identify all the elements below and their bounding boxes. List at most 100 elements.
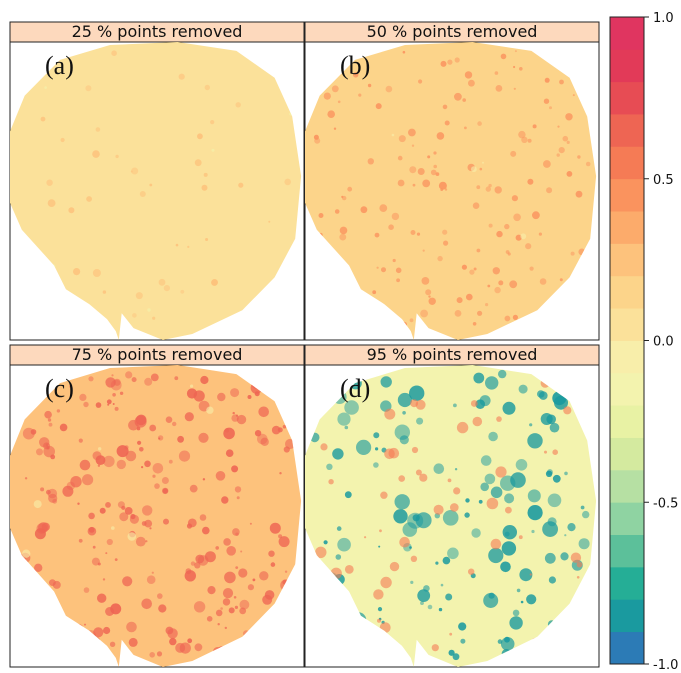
heatmap-spot — [47, 199, 56, 208]
heatmap-spot — [500, 53, 507, 60]
heatmap-spot-secondary — [315, 546, 327, 558]
heatmap-spot — [318, 213, 324, 218]
heatmap-spot — [78, 538, 83, 543]
heatmap-spot-secondary — [190, 384, 194, 388]
heatmap-spot — [513, 213, 521, 222]
panel-title: 25 % points removed — [72, 22, 243, 41]
heatmap-spot — [548, 576, 557, 584]
heatmap-spot — [420, 601, 424, 605]
heatmap-spot — [48, 422, 53, 427]
heatmap-spot — [570, 251, 575, 256]
heatmap-spot — [560, 552, 569, 561]
heatmap-spot — [235, 532, 239, 536]
heatmap-spot — [225, 449, 234, 458]
heatmap-spot — [377, 607, 383, 612]
heatmap-spot — [498, 280, 504, 286]
heatmap-spot — [331, 85, 339, 93]
heatmap-spot — [313, 134, 319, 140]
heatmap-spot-secondary — [470, 400, 478, 407]
heatmap-spot — [509, 616, 523, 630]
heatmap-spot — [360, 206, 368, 214]
heatmap-spot — [268, 550, 275, 557]
heatmap-spot — [494, 286, 501, 294]
heatmap-spot — [240, 550, 243, 553]
heatmap-spot — [585, 161, 591, 167]
panel-title: 75 % points removed — [72, 345, 243, 364]
heatmap-spot — [156, 651, 163, 657]
heatmap-spot — [83, 401, 89, 408]
heatmap-spot — [221, 496, 229, 504]
heatmap-spot — [462, 98, 467, 102]
heatmap-spot — [452, 653, 460, 661]
heatmap-spot — [175, 243, 179, 247]
heatmap-spot — [440, 188, 444, 192]
heatmap-spot — [488, 223, 493, 228]
heatmap-spot — [420, 309, 428, 318]
heatmap-spot — [149, 527, 152, 530]
heatmap-spot — [52, 498, 58, 504]
heatmap-spot-secondary — [344, 565, 354, 574]
heatmap-spot — [116, 459, 127, 470]
heatmap-spot — [151, 571, 154, 574]
heatmap-spot-secondary — [471, 166, 477, 173]
heatmap-spot — [373, 462, 379, 468]
heatmap-spot-secondary — [22, 549, 31, 558]
heatmap-spot — [402, 50, 406, 54]
heatmap-spot — [479, 395, 491, 407]
heatmap-spot — [433, 463, 445, 475]
heatmap-spot — [134, 415, 147, 428]
colorbar-segment — [610, 469, 644, 503]
heatmap-spot — [549, 422, 560, 433]
heatmap-spot — [478, 499, 483, 504]
heatmap-spot — [344, 400, 359, 415]
heatmap-spot — [149, 183, 153, 187]
heatmap-spot — [158, 437, 161, 440]
heatmap-spot — [484, 473, 496, 485]
heatmap-spot-secondary — [419, 473, 428, 482]
heatmap-spot — [97, 562, 101, 566]
heatmap-spot — [544, 77, 550, 83]
heatmap-spot — [110, 379, 122, 391]
heatmap-spot — [375, 447, 379, 451]
heatmap-spot — [398, 135, 406, 143]
heatmap-spot-secondary — [44, 86, 47, 89]
heatmap-spot — [109, 641, 116, 647]
heatmap-spot — [565, 113, 573, 121]
heatmap-spot — [339, 226, 348, 235]
heatmap-spot-secondary — [410, 555, 418, 562]
colorbar-segment — [610, 437, 644, 471]
heatmap-spot — [333, 127, 337, 130]
heatmap-spot-secondary — [482, 161, 484, 164]
heatmap-spot — [44, 410, 52, 419]
heatmap-spot — [504, 223, 510, 230]
heatmap-spot — [142, 505, 153, 516]
heatmap-spot — [326, 463, 333, 470]
heatmap-spot — [223, 538, 231, 546]
heatmap-spot — [460, 638, 466, 644]
heatmap-spot — [453, 403, 457, 408]
heatmap-spot — [477, 310, 483, 316]
heatmap-spot — [502, 401, 516, 415]
heatmap-spot — [504, 315, 511, 322]
heatmap-spot — [165, 626, 174, 635]
heatmap-spot — [472, 322, 477, 326]
heatmap-spot — [572, 94, 575, 97]
heatmap-spot — [471, 528, 481, 538]
heatmap-spot — [88, 527, 95, 533]
heatmap-spot-secondary — [486, 497, 499, 510]
colorbar-segment — [610, 178, 644, 212]
heatmap-spot — [157, 593, 163, 599]
heatmap-spot — [49, 579, 56, 586]
heatmap-spot — [119, 512, 129, 522]
heatmap-spot-secondary — [490, 538, 502, 550]
heatmap-spot — [130, 513, 136, 520]
heatmap-spot — [367, 158, 374, 165]
heatmap-spot — [254, 430, 262, 437]
heatmap-spot — [95, 455, 106, 465]
heatmap-spot — [284, 570, 288, 573]
heatmap-spot — [136, 426, 141, 431]
colorbar-segment — [610, 49, 644, 83]
heatmap-spot — [504, 493, 515, 504]
heatmap-spot — [224, 626, 227, 630]
heatmap-spot — [144, 519, 153, 528]
